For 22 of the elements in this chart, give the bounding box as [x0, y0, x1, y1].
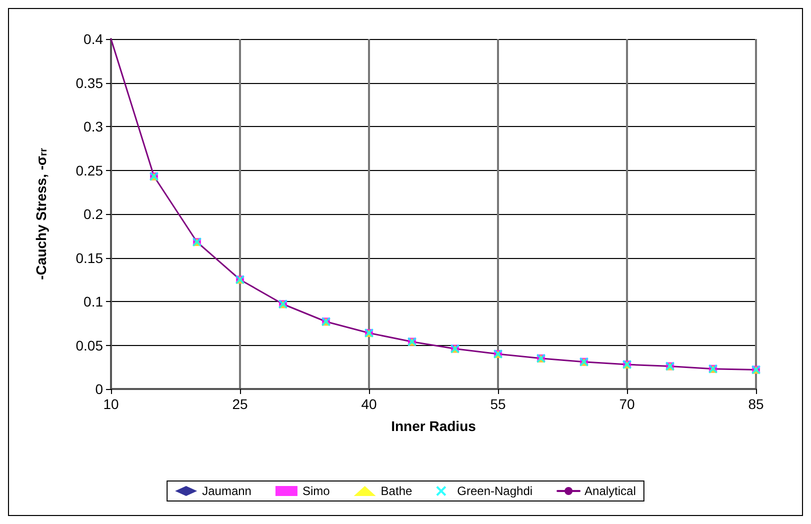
- x-tick-label: 70: [619, 396, 635, 412]
- x-tick-label: 10: [103, 396, 119, 412]
- legend-label: Green-Naghdi: [457, 484, 533, 498]
- legend-label: Analytical: [584, 484, 636, 498]
- x-tick-label: 55: [490, 396, 506, 412]
- y-tick-label: 0.1: [84, 294, 104, 310]
- y-tick-label: 0.05: [76, 337, 104, 354]
- y-tick-label: 0.35: [76, 74, 104, 91]
- y-tick-label: 0.4: [84, 31, 104, 47]
- y-axis-title: -Cauchy Stress, -σrr: [33, 148, 50, 280]
- x-axis-title: Inner Radius: [391, 418, 476, 434]
- y-tick-label: 0.25: [76, 162, 104, 178]
- y-tick-label: 0.2: [84, 206, 104, 222]
- y-tick-label: 0.15: [76, 250, 104, 266]
- x-tick-label: 40: [361, 396, 377, 412]
- x-tick-label: 85: [748, 396, 764, 412]
- legend-label: Bathe: [380, 484, 412, 498]
- y-tick-label: 0: [95, 381, 104, 397]
- legend-label: Simo: [302, 484, 330, 498]
- legend-label: Jaumann: [202, 484, 252, 498]
- x-tick-label: 25: [232, 396, 248, 412]
- y-tick-label: 0.3: [84, 118, 104, 134]
